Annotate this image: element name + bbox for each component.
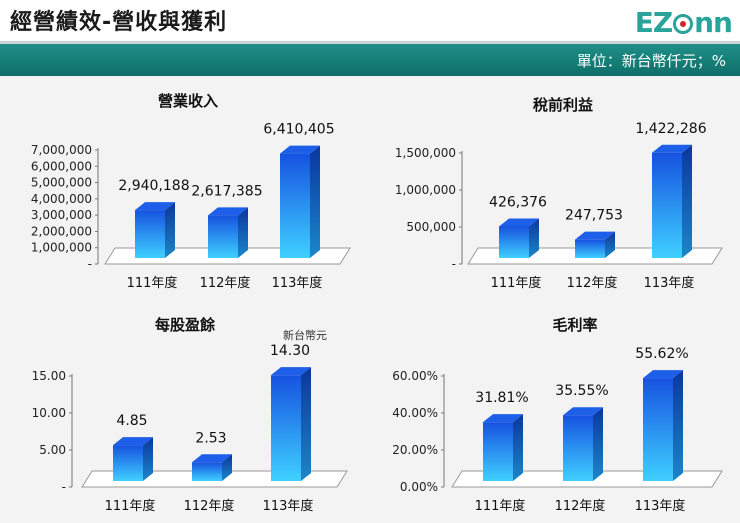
bar-top bbox=[280, 145, 320, 154]
logo-o-icon bbox=[673, 14, 694, 34]
x-tick-label: 112年度 bbox=[567, 275, 618, 291]
y-tick-label: 1,000,000 bbox=[31, 241, 92, 255]
y-tick-label: 60.00% bbox=[392, 369, 438, 383]
bar bbox=[192, 462, 222, 481]
bar bbox=[271, 375, 301, 481]
bar bbox=[208, 215, 238, 258]
company-logo: EZ nn bbox=[634, 6, 733, 39]
y-tick-label: 7,000,000 bbox=[31, 143, 92, 157]
data-label: 14.30 bbox=[270, 343, 310, 359]
bar bbox=[499, 226, 529, 258]
bar-side bbox=[682, 144, 692, 258]
bar-side bbox=[673, 370, 683, 481]
y-tick-label: 1,500,000 bbox=[395, 146, 456, 160]
data-label: 55.62% bbox=[635, 346, 688, 362]
bar bbox=[280, 153, 310, 258]
data-label: 2,617,385 bbox=[191, 183, 262, 199]
x-tick-label: 111年度 bbox=[105, 498, 156, 514]
bar-side bbox=[143, 437, 153, 481]
bar-top bbox=[499, 218, 539, 227]
y-tick-label: - bbox=[88, 257, 92, 271]
data-label: 2.53 bbox=[195, 430, 226, 446]
x-tick-label: 112年度 bbox=[555, 498, 606, 514]
x-tick-label: 112年度 bbox=[184, 498, 235, 514]
bar-side bbox=[529, 218, 539, 258]
bar-top bbox=[271, 367, 311, 376]
x-tick-label: 112年度 bbox=[200, 275, 251, 291]
bar-side bbox=[605, 231, 615, 258]
chart-title: 毛利率 bbox=[552, 316, 597, 334]
chart-title: 營業收入 bbox=[158, 92, 218, 110]
x-tick-label: 111年度 bbox=[127, 275, 178, 291]
chart-title: 稅前利益 bbox=[533, 96, 593, 114]
data-label: 2,940,188 bbox=[118, 178, 189, 194]
bar bbox=[575, 239, 605, 258]
data-label: 426,376 bbox=[489, 194, 547, 210]
bar-side bbox=[301, 367, 311, 481]
y-tick-label: 5,000,000 bbox=[31, 176, 92, 190]
data-label: 247,753 bbox=[565, 208, 623, 224]
data-label: 1,422,286 bbox=[635, 121, 706, 137]
bar bbox=[113, 445, 143, 481]
x-tick-label: 113年度 bbox=[263, 498, 314, 514]
bar-side bbox=[593, 407, 603, 481]
x-tick-label: 113年度 bbox=[644, 275, 695, 291]
y-tick-label: - bbox=[62, 480, 66, 494]
y-tick-label: 0.00% bbox=[400, 480, 438, 494]
x-tick-label: 113年度 bbox=[272, 275, 323, 291]
bar bbox=[563, 415, 593, 481]
x-tick-label: 111年度 bbox=[475, 498, 526, 514]
bar-top bbox=[483, 414, 523, 423]
y-tick-label: 10.00 bbox=[32, 406, 66, 420]
bar-side bbox=[513, 414, 523, 481]
header-band: 單位：新台幣仟元；% bbox=[0, 41, 740, 76]
bar-side bbox=[238, 207, 248, 258]
y-tick-label: 40.00% bbox=[392, 406, 438, 420]
chart-title: 每股盈餘 bbox=[155, 316, 216, 334]
data-label: 4.85 bbox=[116, 413, 147, 429]
y-tick-label: 15.00 bbox=[32, 369, 66, 383]
bar-side bbox=[310, 145, 320, 258]
bar-top bbox=[113, 437, 153, 446]
data-label: 35.55% bbox=[555, 383, 608, 399]
bar-side bbox=[222, 454, 232, 481]
bar-top bbox=[575, 231, 615, 240]
y-tick-label: 6,000,000 bbox=[31, 159, 92, 173]
data-label: 31.81% bbox=[475, 390, 528, 406]
chart-unit-note: 新台幣元 bbox=[283, 328, 327, 342]
bar-top bbox=[563, 407, 603, 416]
y-tick-label: 5.00 bbox=[39, 443, 66, 457]
bar-top bbox=[652, 144, 692, 153]
x-tick-label: 113年度 bbox=[635, 498, 686, 514]
y-tick-label: 4,000,000 bbox=[31, 192, 92, 206]
data-label: 6,410,405 bbox=[263, 122, 334, 138]
y-tick-label: 20.00% bbox=[392, 443, 438, 457]
y-tick-label: 2,000,000 bbox=[31, 224, 92, 238]
y-tick-label: 500,000 bbox=[406, 220, 456, 234]
page-title: 經營績效-營收與獲利 bbox=[10, 10, 228, 35]
bar-top bbox=[192, 454, 232, 463]
bar bbox=[483, 422, 513, 481]
bar bbox=[652, 152, 682, 258]
bar-top bbox=[208, 207, 248, 216]
bar-top bbox=[643, 370, 683, 379]
y-tick-label: 1,000,000 bbox=[395, 183, 456, 197]
y-tick-label: 3,000,000 bbox=[31, 208, 92, 222]
bar-side bbox=[165, 202, 175, 258]
y-tick-label: - bbox=[452, 257, 456, 271]
unit-label: 單位：新台幣仟元；% bbox=[576, 52, 726, 70]
bar bbox=[135, 210, 165, 258]
bar-top bbox=[135, 202, 175, 211]
x-tick-label: 111年度 bbox=[491, 275, 542, 291]
bar bbox=[643, 378, 673, 481]
